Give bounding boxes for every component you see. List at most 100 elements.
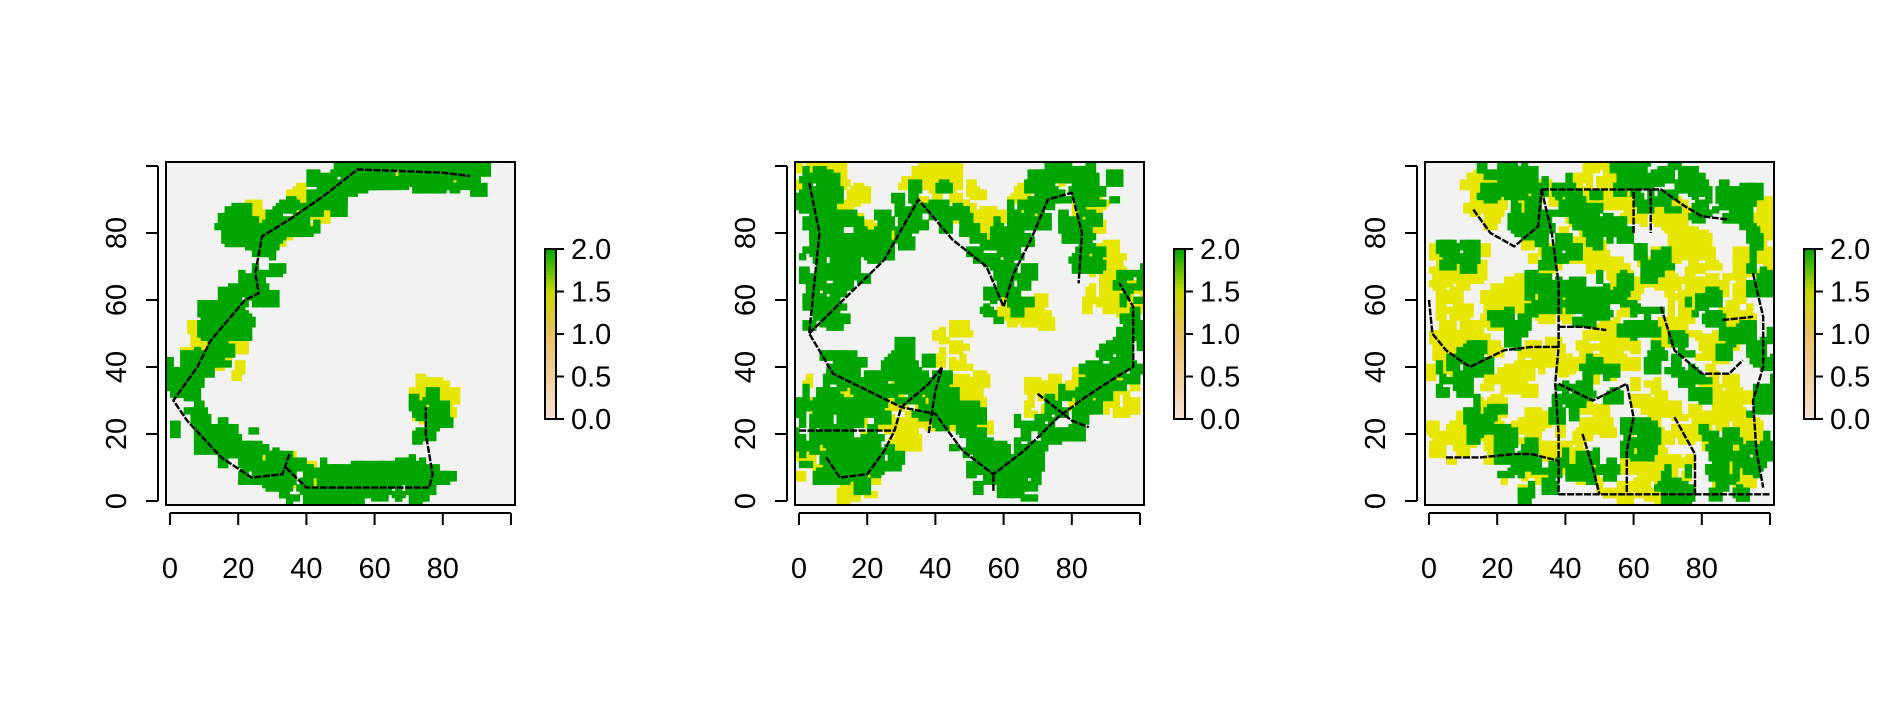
legend-color-step bbox=[545, 300, 556, 305]
raster-cell-value-2 bbox=[877, 390, 885, 398]
network-line bbox=[1659, 306, 1744, 375]
raster-cell-value-2 bbox=[1650, 249, 1669, 258]
raster-cell-value-2 bbox=[928, 199, 940, 211]
raster-cell-value-1 bbox=[1429, 243, 1440, 261]
legend-color-step bbox=[1174, 393, 1185, 399]
raster-cell-value-1 bbox=[1766, 249, 1774, 258]
legend-color-step bbox=[1804, 380, 1815, 386]
raster-cell-value-2 bbox=[1694, 373, 1706, 385]
raster-cell-value-1 bbox=[1773, 202, 1774, 221]
raster-cell-value-2 bbox=[1589, 189, 1600, 201]
raster-cell-value-2 bbox=[833, 293, 841, 311]
raster-cell-value-2 bbox=[809, 206, 820, 224]
raster-cell-value-2 bbox=[1003, 229, 1018, 237]
raster-cell-value-1 bbox=[1469, 202, 1481, 217]
raster-cell-value-2 bbox=[1109, 380, 1127, 392]
legend-color-step bbox=[1174, 257, 1185, 263]
raster-cell-value-1 bbox=[1684, 454, 1696, 469]
raster-cell-value-1 bbox=[1575, 437, 1583, 455]
raster-cell-value-2 bbox=[234, 320, 246, 331]
raster-cell-value-1 bbox=[1568, 360, 1577, 375]
raster-cell-value-1 bbox=[1637, 474, 1652, 482]
raster-cell-value-1 bbox=[1705, 273, 1720, 281]
raster-cell-value-2 bbox=[1650, 340, 1662, 351]
raster-cell-value-1 bbox=[1531, 420, 1546, 432]
raster-cell-value-2 bbox=[1763, 360, 1771, 368]
raster-cell-value-1 bbox=[1555, 420, 1566, 439]
raster-cell-value-1 bbox=[1688, 246, 1699, 254]
legend-color-step bbox=[1804, 300, 1815, 305]
raster-cell-value-2 bbox=[1592, 233, 1604, 251]
raster-cell-value-2 bbox=[799, 413, 807, 429]
raster-cell-value-2 bbox=[1020, 427, 1032, 442]
raster-cell-value-2 bbox=[1746, 263, 1757, 274]
legend-color-step bbox=[1174, 274, 1185, 280]
raster-cell-value-2 bbox=[1459, 356, 1468, 365]
raster-cell-value-1 bbox=[1548, 450, 1560, 465]
raster-cell-value-2 bbox=[347, 487, 355, 505]
raster-cell-value-1 bbox=[418, 377, 437, 388]
raster-cell-value-2 bbox=[1674, 484, 1689, 492]
raster-cell-value-2 bbox=[197, 356, 212, 368]
raster-cell-value-2 bbox=[1585, 212, 1597, 228]
raster-cell-value-1 bbox=[1637, 467, 1655, 475]
raster-cell-value-1 bbox=[190, 333, 198, 348]
raster-cell-value-2 bbox=[1759, 273, 1774, 291]
raster-cell-value-2 bbox=[309, 467, 321, 479]
raster-cell-value-2 bbox=[299, 202, 318, 214]
y-tick-label: 60 bbox=[101, 284, 133, 316]
raster-cell-value-2 bbox=[1442, 253, 1457, 261]
raster-cell-value-2 bbox=[193, 350, 209, 361]
raster-cell-value-2 bbox=[819, 263, 827, 281]
raster-cell-value-2 bbox=[1701, 377, 1713, 385]
raster-cell-value-2 bbox=[1626, 437, 1638, 449]
raster-cell-value-2 bbox=[949, 413, 964, 422]
raster-cell-value-2 bbox=[1119, 269, 1134, 281]
raster-cell-value-2 bbox=[1041, 434, 1049, 445]
raster-cell-value-2 bbox=[1555, 233, 1573, 251]
legend-color-step bbox=[1174, 304, 1185, 310]
raster-cell-value-2 bbox=[1647, 306, 1665, 315]
raster-cell-value-2 bbox=[867, 423, 878, 442]
y-tick-label: 80 bbox=[1360, 217, 1392, 249]
raster-cell-value-1 bbox=[1129, 397, 1141, 415]
raster-cell-value-1 bbox=[1483, 340, 1502, 348]
raster-cell-value-2 bbox=[914, 373, 926, 385]
legend-color-step bbox=[545, 253, 556, 259]
raster-cell-value-2 bbox=[398, 470, 410, 485]
network-lines bbox=[799, 182, 1135, 491]
raster-cell-value-2 bbox=[371, 494, 389, 502]
raster-cell-value-2 bbox=[402, 146, 416, 160]
raster-cells bbox=[166, 146, 492, 505]
raster-cell-value-1 bbox=[234, 360, 246, 375]
raster-cell-value-2 bbox=[1068, 186, 1076, 194]
raster-cell-value-2 bbox=[1105, 363, 1121, 371]
raster-cell-value-1 bbox=[1773, 222, 1774, 231]
raster-cell-value-1 bbox=[1010, 192, 1025, 204]
raster-cell-value-1 bbox=[805, 373, 814, 388]
raster-cell-value-2 bbox=[337, 494, 345, 505]
raster-cell-value-2 bbox=[1647, 350, 1655, 361]
raster-cell-value-1 bbox=[1449, 310, 1461, 321]
raster-cell-value-2 bbox=[1497, 162, 1505, 174]
raster-cell-value-1 bbox=[1548, 196, 1560, 207]
raster-cell-value-2 bbox=[833, 263, 851, 278]
raster-cell-value-2 bbox=[231, 300, 249, 308]
raster-cell-value-2 bbox=[1030, 467, 1042, 486]
raster-cell-value-2 bbox=[306, 189, 321, 201]
raster-cell-value-2 bbox=[412, 490, 427, 499]
raster-cell-value-1 bbox=[1473, 326, 1481, 335]
raster-cell-value-2 bbox=[976, 407, 984, 422]
y-tick-label: 40 bbox=[730, 351, 762, 383]
raster-cell-value-2 bbox=[1705, 186, 1713, 204]
raster-cell-value-1 bbox=[190, 320, 202, 338]
raster-cell-value-2 bbox=[1575, 296, 1587, 304]
raster-cell-value-2 bbox=[337, 179, 348, 194]
raster-cell-value-1 bbox=[1030, 316, 1042, 328]
raster-cell-value-2 bbox=[1143, 273, 1144, 291]
raster-cell-value-2 bbox=[1616, 162, 1624, 174]
raster-cell-value-1 bbox=[1099, 283, 1107, 298]
raster-cell-value-2 bbox=[217, 286, 236, 305]
raster-cell-value-1 bbox=[1725, 407, 1737, 418]
raster-cell-value-1 bbox=[1623, 330, 1631, 348]
